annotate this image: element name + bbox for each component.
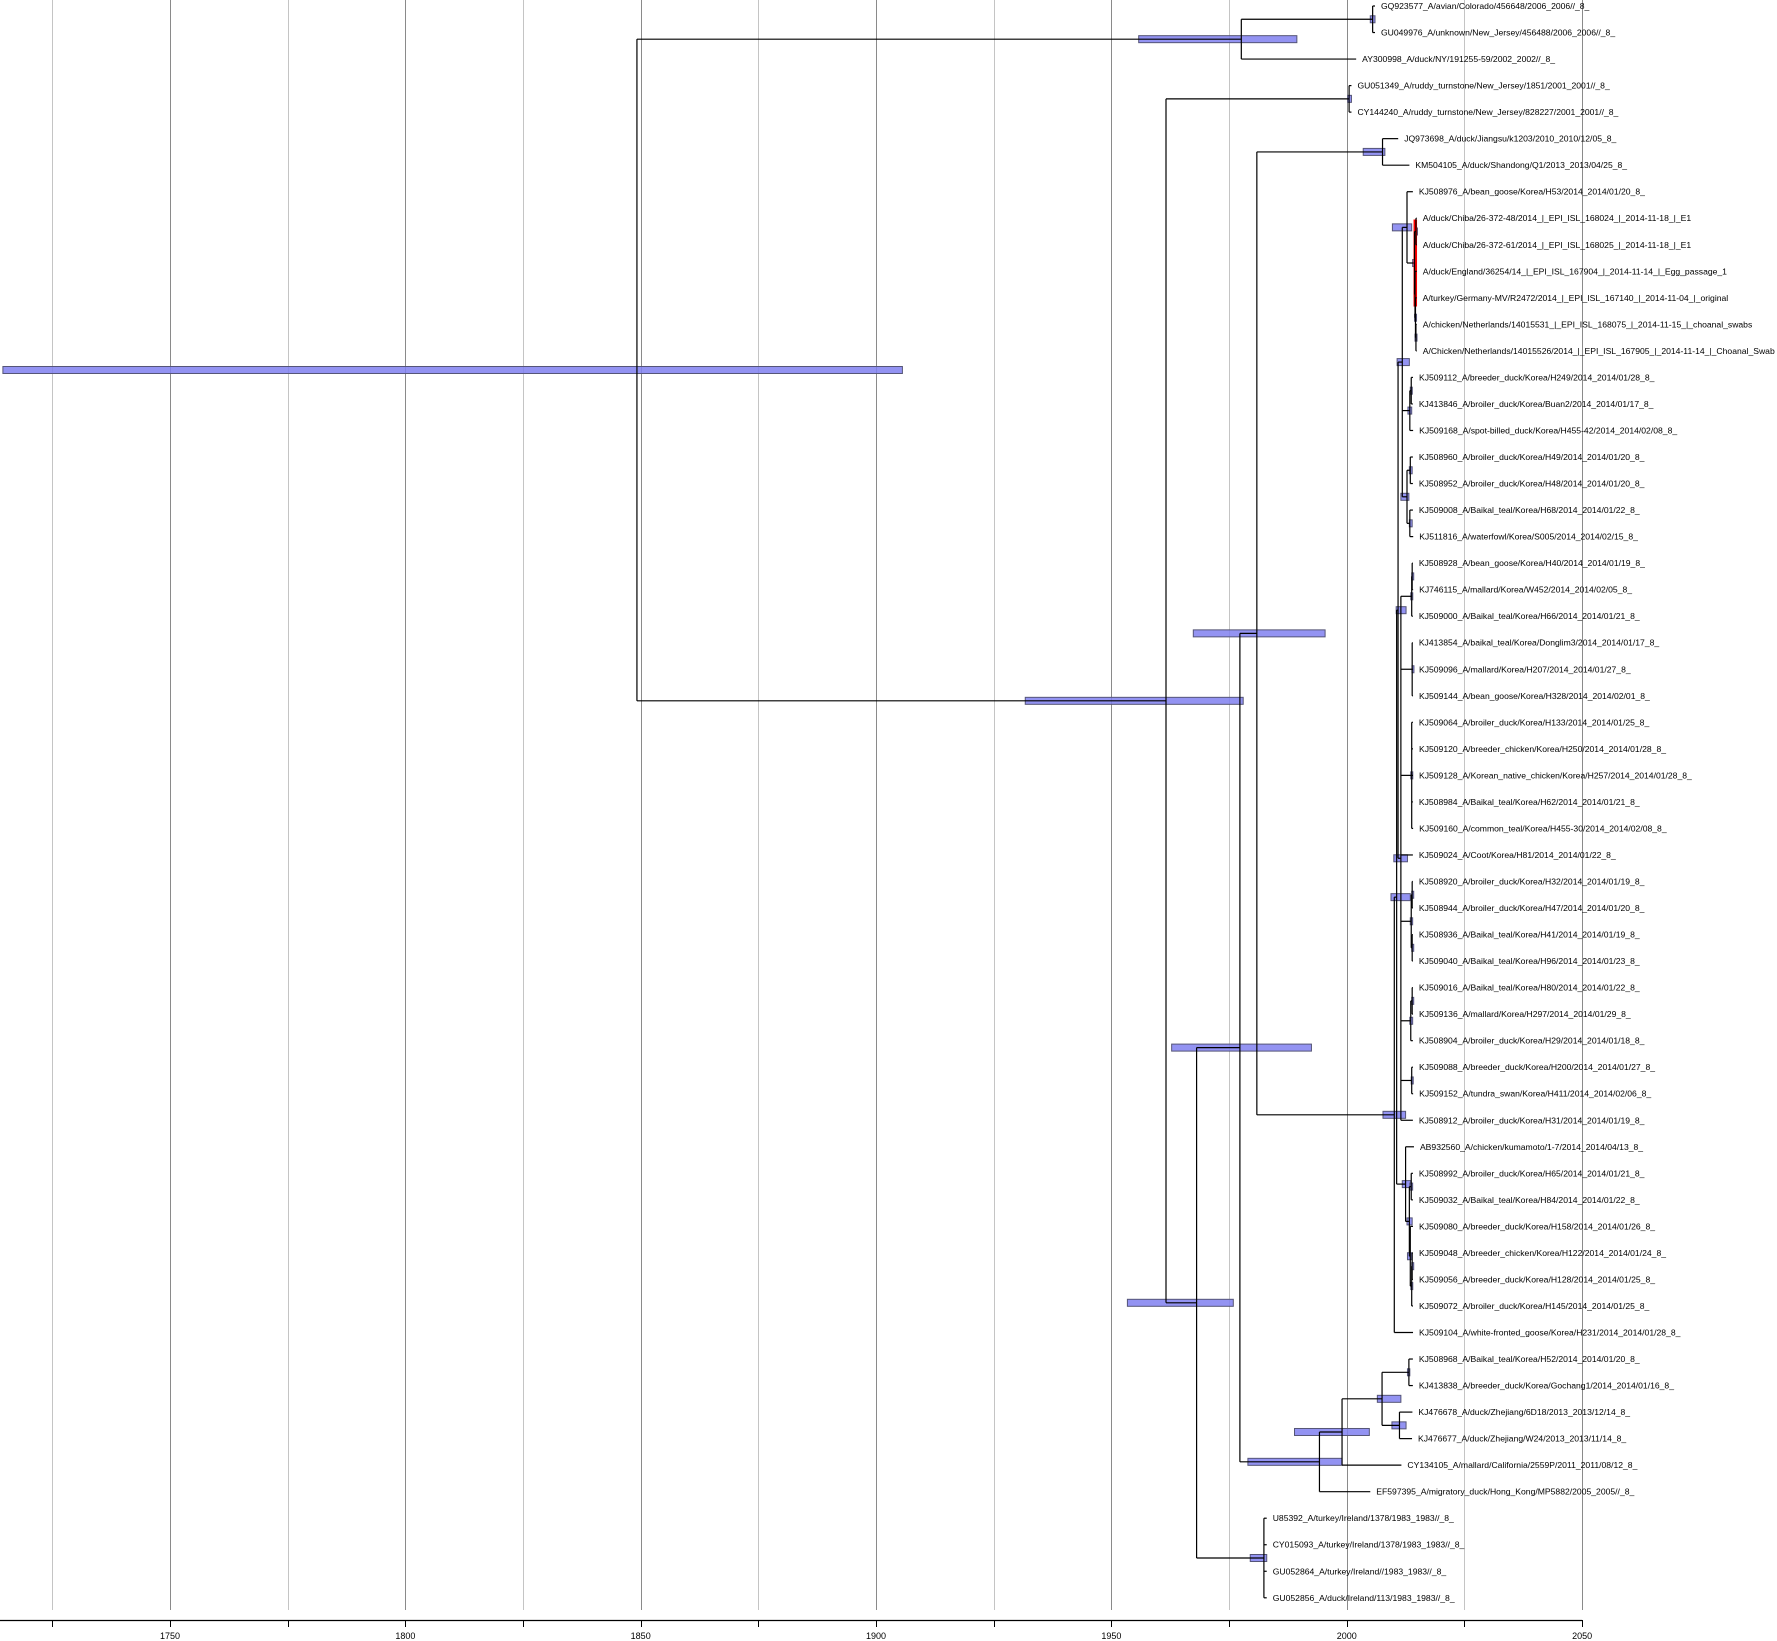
tip-label: KJ509016_A/Baikal_teal/Korea/H80/2014_20… [1419,983,1640,993]
tip-label: KJ508912_A/broiler_duck/Korea/H31/2014_2… [1419,1115,1645,1125]
axis-tick-label: 2000 [1337,1631,1357,1641]
tip-label: KJ509080_A/breeder_duck/Korea/H158/2014_… [1419,1221,1655,1231]
axis-tick-label: 1750 [160,1631,180,1641]
tip-label: KJ509112_A/breeder_duck/Korea/H249/2014_… [1419,372,1655,382]
tip-label: KJ509152_A/tundra_swan/Korea/H411/2014_2… [1419,1089,1651,1099]
tip-label: KJ508968_A/Baikal_teal/Korea/H52/2014_20… [1419,1354,1640,1364]
tip-label: KJ508944_A/broiler_duck/Korea/H47/2014_2… [1419,903,1645,913]
tip-label: KJ508984_A/Baikal_teal/Korea/H62/2014_20… [1419,797,1640,807]
tip-label: AB932560_A/chicken/kumamoto/1-7/2014_201… [1420,1142,1643,1152]
axis-tick-label: 2050 [1572,1631,1592,1641]
tip-label: KJ746115_A/mallard/Korea/W452/2014_2014/… [1419,585,1632,595]
tip-label: A/turkey/Germany-MV/R2472/2014_|_EPI_ISL… [1423,293,1729,303]
hpd-bar [1171,1043,1312,1052]
tip-label: GQ923577_A/avian/Colorado/456648/2006_20… [1381,1,1590,11]
tip-label: KJ509120_A/breeder_chicken/Korea/H250/20… [1419,744,1666,754]
tip-label: KJ509056_A/breeder_duck/Korea/H128/2014_… [1419,1274,1655,1284]
tip-label: KJ509008_A/Baikal_teal/Korea/H68/2014_20… [1419,505,1640,515]
tip-label: KJ509000_A/Baikal_teal/Korea/H66/2014_20… [1419,611,1640,621]
tip-label: KJ476678_A/duck/Zhejiang/6D18/2013_2013/… [1418,1407,1630,1417]
tip-label: KM504105_A/duck/Shandong/Q1/2013_2013/04… [1415,160,1627,170]
tip-label: A/Chicken/Netherlands/14015526/2014_|_EP… [1423,346,1775,356]
time-axis: 1750 1800 1850 1900 1950 2000 2050 [0,1619,1592,1641]
tip-label: KJ509168_A/spot-billed_duck/Korea/H455-4… [1419,425,1677,435]
tip-label: KJ508920_A/broiler_duck/Korea/H32/2014_2… [1419,876,1645,886]
tree-branches [636,5,1418,1599]
tip-label: KJ508992_A/broiler_duck/Korea/H65/2014_2… [1419,1168,1645,1178]
axis-tick-label: 1900 [866,1631,886,1641]
tip-labels: GQ923577_A/avian/Colorado/456648/2006_20… [1273,1,1775,1603]
hpd-bar [2,365,903,374]
tip-label: U85392_A/turkey/Ireland/1378/1983_1983//… [1273,1513,1454,1523]
tip-label: KJ508904_A/broiler_duck/Korea/H29/2014_2… [1419,1036,1645,1046]
tip-label: KJ509128_A/Korean_native_chicken/Korea/H… [1419,770,1692,780]
tip-label: KJ508936_A/Baikal_teal/Korea/H41/2014_20… [1419,930,1640,940]
axis-tick-label: 1800 [395,1631,415,1641]
tip-label: A/duck/Chiba/26-372-61/2014_|_EPI_ISL_16… [1423,240,1692,250]
tip-label: A/chicken/Netherlands/14015531_|_EPI_ISL… [1423,319,1753,329]
tip-label: GU052864_A/turkey/Ireland//1983_1983//_8… [1273,1566,1447,1576]
tip-label: CY144240_A/ruddy_turnstone/New_Jersey/82… [1357,107,1618,117]
tip-label: JQ973698_A/duck/Jiangsu/k1203/2010_2010/… [1404,134,1616,144]
tip-label: KJ509040_A/Baikal_teal/Korea/H96/2014_20… [1419,956,1640,966]
time-grid [52,0,1583,1610]
tip-label: KJ413846_A/broiler_duck/Korea/Buan2/2014… [1419,399,1654,409]
axis-tick-label: 1950 [1101,1631,1121,1641]
tip-label: KJ509048_A/breeder_chicken/Korea/H122/20… [1419,1248,1666,1258]
tip-label: A/duck/Chiba/26-372-48/2014_|_EPI_ISL_16… [1423,213,1692,223]
tip-label: KJ509064_A/broiler_duck/Korea/H133/2014_… [1419,717,1650,727]
tip-label: KJ509160_A/common_teal/Korea/H455-30/201… [1419,823,1667,833]
tip-label: KJ508928_A/bean_goose/Korea/H40/2014_201… [1419,558,1645,568]
hpd-bar [1192,629,1326,638]
tip-label: KJ476677_A/duck/Zhejiang/W24/2013_2013/1… [1418,1434,1626,1444]
hpd-bar [1396,358,1410,367]
tip-label: KJ509104_A/white-fronted_goose/Korea/H23… [1419,1328,1681,1338]
tip-label: KJ509032_A/Baikal_teal/Korea/H84/2014_20… [1419,1195,1640,1205]
tip-label: CY134105_A/mallard/California/2559P/2011… [1407,1460,1637,1470]
tip-label: KJ509144_A/bean_goose/Korea/H328/2014_20… [1419,691,1650,701]
tip-label: GU051349_A/ruddy_turnstone/New_Jersey/18… [1357,81,1609,91]
tip-label: KJ508976_A/bean_goose/Korea/H53/2014_201… [1419,187,1645,197]
tip-label: GU049976_A/unknown/New_Jersey/456488/200… [1381,28,1615,38]
tip-label: KJ508952_A/broiler_duck/Korea/H48/2014_2… [1419,479,1645,489]
node-hpd-bars [2,15,1418,1563]
tip-label: KJ509136_A/mallard/Korea/H297/2014_2014/… [1419,1009,1631,1019]
tip-label: EF597395_A/migratory_duck/Hong_Kong/MP58… [1376,1487,1634,1497]
tip-label: AY300998_A/duck/NY/191255-59/2002_2002//… [1362,54,1555,64]
axis-tick-label: 1850 [631,1631,651,1641]
tip-label: KJ509024_A/Coot/Korea/H81/2014_2014/01/2… [1419,850,1616,860]
tip-label: GU052856_A/duck/Ireland/113/1983_1983//_… [1273,1593,1455,1603]
tip-label: KJ509096_A/mallard/Korea/H207/2014_2014/… [1419,664,1631,674]
highlighted-clade-bar [1413,219,1418,307]
tip-label: KJ413838_A/breeder_duck/Korea/Gochang1/2… [1419,1381,1674,1391]
tip-label: A/duck/England/36254/14_|_EPI_ISL_167904… [1423,266,1727,276]
tip-label: CY015093_A/turkey/Ireland/1378/1983_1983… [1273,1540,1465,1550]
tip-label: KJ413854_A/baikal_teal/Korea/Donglim3/20… [1419,638,1660,648]
tip-label: KJ509088_A/breeder_duck/Korea/H200/2014_… [1419,1062,1655,1072]
tip-label: KJ509072_A/broiler_duck/Korea/H145/2014_… [1419,1301,1650,1311]
tip-label: KJ508960_A/broiler_duck/Korea/H49/2014_2… [1419,452,1645,462]
tip-label: KJ511816_A/waterfowl/Korea/S005/2014_201… [1419,532,1638,542]
